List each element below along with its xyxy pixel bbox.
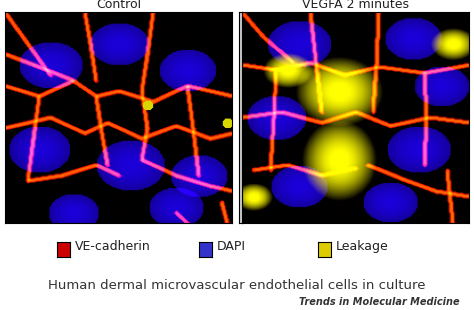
Title: VEGFA 2 minutes: VEGFA 2 minutes [302, 0, 409, 11]
Text: Leakage: Leakage [336, 240, 388, 253]
Text: Human dermal microvascular endothelial cells in culture: Human dermal microvascular endothelial c… [48, 279, 426, 292]
Text: VE-cadherin: VE-cadherin [75, 240, 150, 253]
Title: Control: Control [96, 0, 141, 11]
Text: Trends in Molecular Medicine: Trends in Molecular Medicine [299, 297, 460, 307]
Text: DAPI: DAPI [217, 240, 246, 253]
